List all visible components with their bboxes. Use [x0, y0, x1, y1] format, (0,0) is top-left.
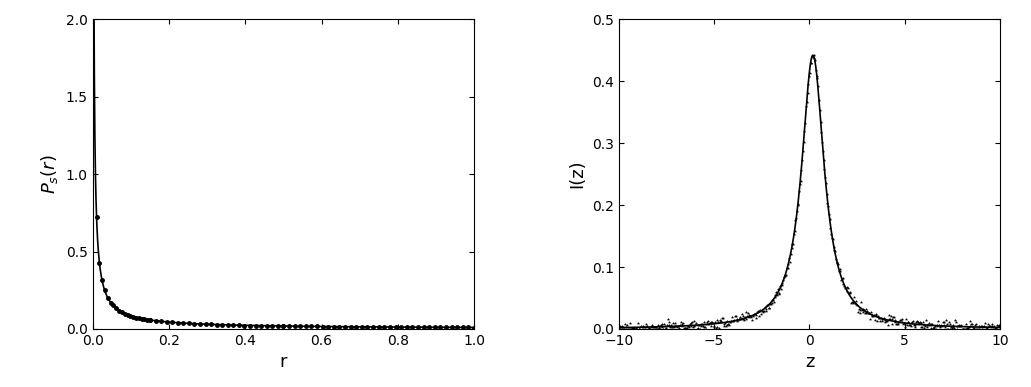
X-axis label: r: r — [279, 353, 288, 372]
X-axis label: z: z — [805, 353, 814, 372]
Y-axis label: I(z): I(z) — [568, 160, 587, 188]
Y-axis label: $P_s(r)$: $P_s(r)$ — [39, 154, 61, 194]
